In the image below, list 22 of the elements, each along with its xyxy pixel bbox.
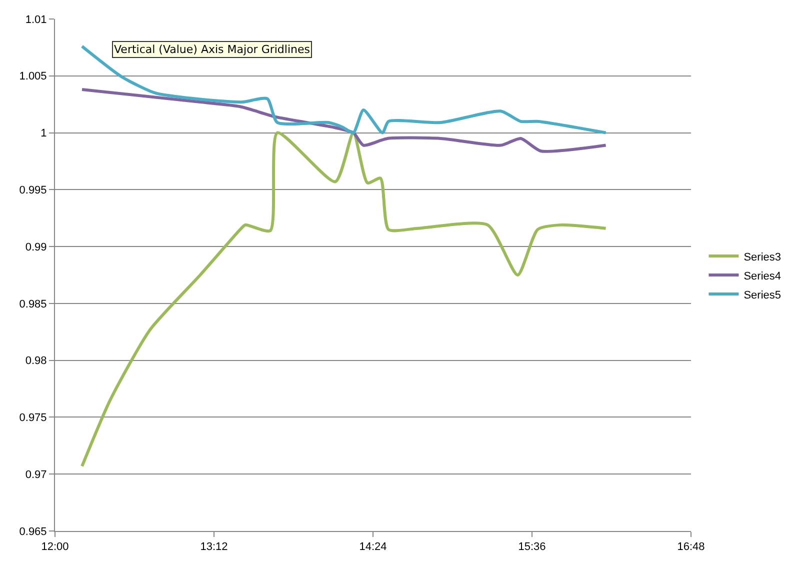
y-tick-label: 0.97 xyxy=(25,468,47,481)
y-tick-label: 0.965 xyxy=(19,526,47,538)
x-tick-label: 16:48 xyxy=(677,541,705,554)
legend-label: Series5 xyxy=(744,289,782,302)
y-tick-label: 0.98 xyxy=(25,355,47,368)
line-series xyxy=(80,44,608,134)
x-tick-label: 13:12 xyxy=(200,541,228,554)
y-tick-label: 1 xyxy=(40,128,47,140)
x-tick-label: 14:24 xyxy=(359,541,387,554)
y-tick-label: 0.995 xyxy=(19,184,47,197)
legend-label: Series4 xyxy=(744,270,782,282)
y-tick-label: 1.005 xyxy=(19,70,47,83)
annotation: Vertical (Value) Axis Major Gridlines xyxy=(114,43,310,56)
line-series xyxy=(80,88,608,153)
y-tick-label: 0.985 xyxy=(19,298,47,310)
x-tick-label: 15:36 xyxy=(518,541,546,554)
x-tick-label: 12:00 xyxy=(41,541,69,554)
y-tick-label: 0.99 xyxy=(25,241,47,254)
line-series xyxy=(80,131,608,468)
y-tick-label: 0.975 xyxy=(19,412,47,424)
legend-label: Series3 xyxy=(744,251,782,264)
y-tick-label: 1.01 xyxy=(25,14,47,26)
